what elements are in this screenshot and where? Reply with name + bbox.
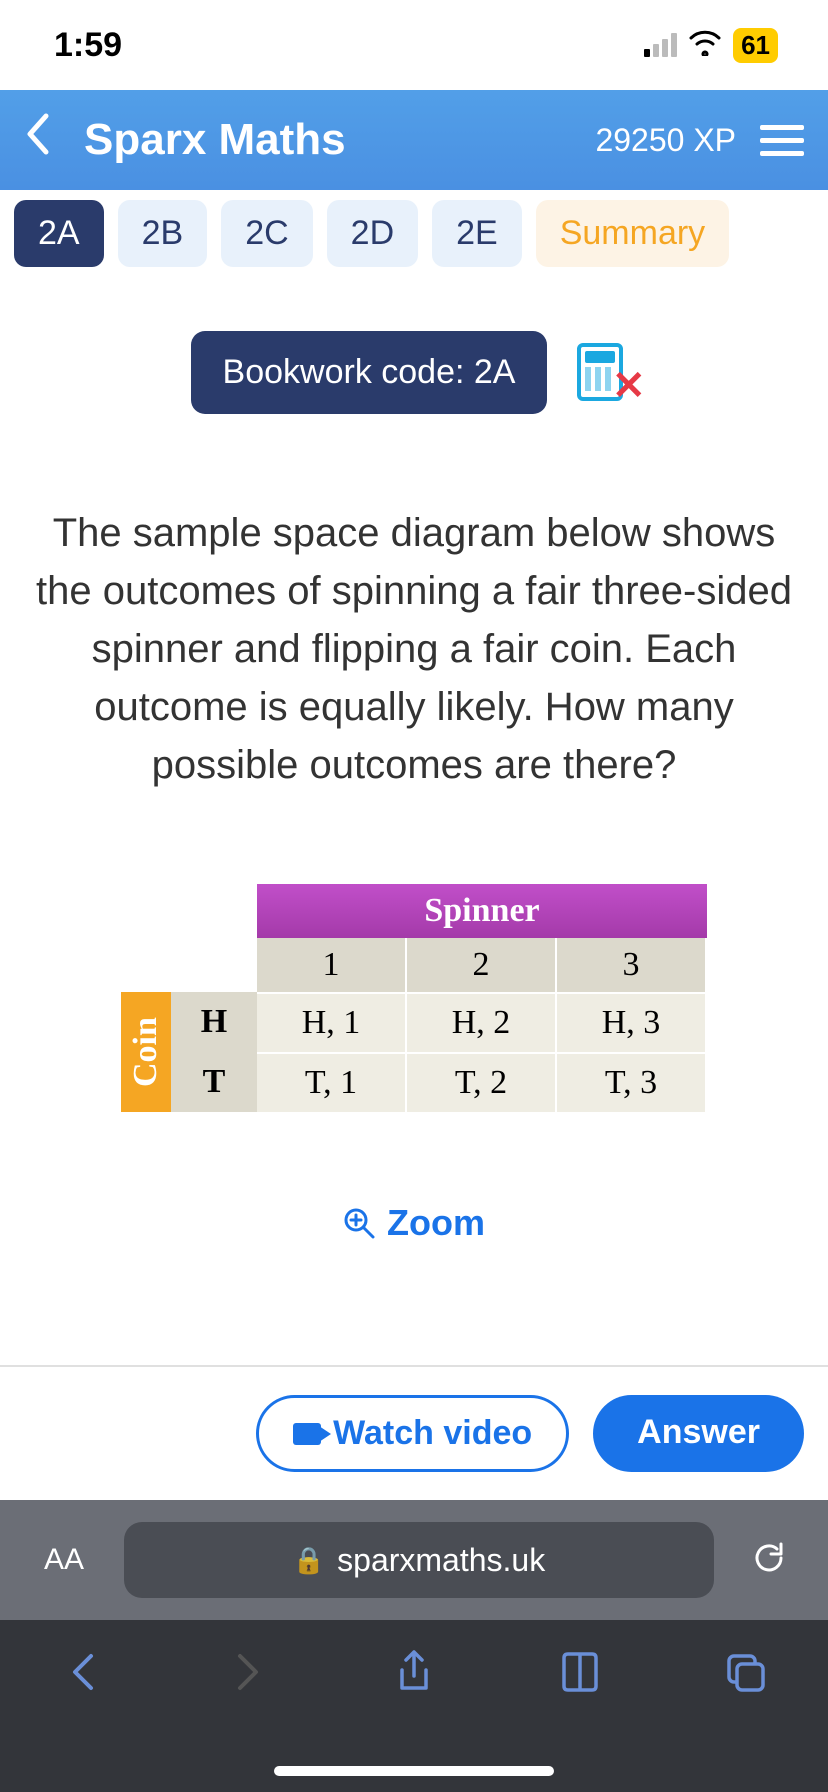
tab-2b[interactable]: 2B	[118, 200, 208, 267]
xp-counter: 29250 XP	[595, 122, 736, 159]
zoom-in-icon	[343, 1207, 375, 1239]
tab-2a[interactable]: 2A	[14, 200, 104, 267]
col-header-3: 3	[557, 938, 707, 992]
coin-header: Coin	[121, 992, 171, 1112]
lock-icon: 🔒	[293, 1545, 325, 1576]
wifi-icon	[687, 26, 723, 65]
home-indicator[interactable]	[274, 1766, 554, 1776]
video-icon	[293, 1423, 321, 1445]
bookmarks-button[interactable]	[550, 1648, 610, 1696]
action-bar: Watch video Answer	[0, 1365, 828, 1500]
text-size-button[interactable]: AA	[24, 1543, 104, 1577]
reload-button[interactable]	[734, 1538, 804, 1583]
browser-back-button[interactable]	[53, 1648, 113, 1696]
share-button[interactable]	[384, 1648, 444, 1696]
tab-2c[interactable]: 2C	[221, 200, 312, 267]
question-tabs: 2A 2B 2C 2D 2E Summary	[0, 190, 828, 281]
question-text: The sample space diagram below shows the…	[0, 504, 828, 794]
col-header-2: 2	[407, 938, 557, 992]
spinner-header: Spinner	[257, 884, 707, 938]
cellular-icon	[644, 33, 677, 57]
tabs-button[interactable]	[715, 1648, 775, 1696]
app-header: Sparx Maths 29250 XP	[0, 90, 828, 190]
bookwork-row: Bookwork code: 2A ✕	[0, 331, 828, 414]
watch-video-button[interactable]: Watch video	[256, 1395, 569, 1472]
tab-2d[interactable]: 2D	[327, 200, 418, 267]
cell-t3: T, 3	[557, 1052, 707, 1112]
back-button[interactable]	[24, 112, 84, 168]
tab-summary[interactable]: Summary	[536, 200, 729, 267]
watch-video-label: Watch video	[333, 1414, 532, 1453]
battery-level: 61	[741, 30, 770, 61]
browser-toolbar	[0, 1620, 828, 1792]
cell-h2: H, 2	[407, 992, 557, 1052]
menu-button[interactable]	[760, 125, 804, 156]
browser-forward-button[interactable]	[218, 1648, 278, 1696]
browser-url-bar: AA 🔒 sparxmaths.uk	[0, 1500, 828, 1620]
row-header-h: H	[171, 992, 257, 1052]
table-blank	[121, 938, 257, 992]
answer-button[interactable]: Answer	[593, 1395, 804, 1472]
battery-indicator: 61	[733, 28, 778, 63]
bookwork-code: Bookwork code: 2A	[191, 331, 548, 414]
cell-t1: T, 1	[257, 1052, 407, 1112]
zoom-button[interactable]: Zoom	[343, 1202, 485, 1244]
zoom-row: Zoom	[0, 1202, 828, 1244]
status-bar: 1:59 61	[0, 0, 828, 90]
status-time: 1:59	[54, 26, 122, 65]
url-field[interactable]: 🔒 sparxmaths.uk	[124, 1522, 714, 1598]
table-blank	[121, 884, 257, 938]
sample-space-diagram: Spinner 1 2 3 Coin H H, 1 H, 2 H, 3 T T,…	[0, 884, 828, 1112]
cell-t2: T, 2	[407, 1052, 557, 1112]
row-header-t: T	[171, 1052, 257, 1112]
zoom-label: Zoom	[387, 1202, 485, 1244]
col-header-1: 1	[257, 938, 407, 992]
app-title: Sparx Maths	[84, 115, 595, 165]
cell-h3: H, 3	[557, 992, 707, 1052]
status-right: 61	[644, 26, 778, 65]
tab-2e[interactable]: 2E	[432, 200, 522, 267]
url-text: sparxmaths.uk	[337, 1542, 545, 1579]
no-calculator-icon: ✕	[577, 343, 637, 403]
cell-h1: H, 1	[257, 992, 407, 1052]
